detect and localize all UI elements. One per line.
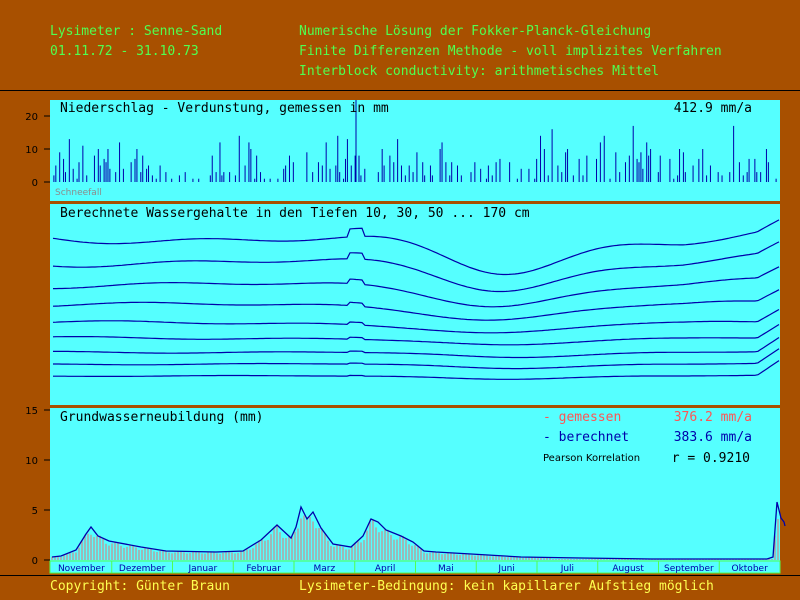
water-line-150cm (53, 348, 780, 370)
month-label: Februar (246, 564, 281, 574)
recharge-computed-line (51, 501, 786, 560)
footer-condition: Lysimeter-Bedingung: kein kapillarer Auf… (299, 579, 714, 594)
water-content-lines (52, 219, 780, 380)
recharge-ytick-label: 15 (25, 406, 38, 417)
recharge-y-axis: 15 10 5 0 (25, 406, 50, 567)
footer-separator (0, 575, 800, 576)
water-line-130cm (53, 337, 780, 359)
legend-measured-value: 376.2 mm/a (674, 410, 752, 425)
header-left-line2: 01.11.72 - 31.10.73 (50, 44, 199, 59)
precip-panel (50, 100, 780, 201)
precip-total: 412.9 mm/a (674, 101, 752, 116)
header-right-line2: Finite Differenzen Methode - voll impliz… (299, 44, 722, 59)
month-label: Oktober (731, 564, 768, 574)
legend-computed-value: 383.6 mm/a (674, 430, 752, 445)
recharge-ytick-label: 5 (32, 506, 38, 517)
month-label: Juni (497, 564, 515, 574)
month-label: April (375, 564, 396, 574)
month-label: Dezember (119, 564, 166, 574)
precip-ytick-label: 0 (32, 178, 38, 189)
legend-measured-label: - gemessen (543, 410, 621, 425)
precip-ytick-label: 20 (25, 112, 38, 123)
correlation-label: Pearson Korrelation (543, 453, 640, 464)
water-line-10cm (52, 219, 780, 276)
header-right-line3: Interblock conductivity: arithmetisches … (299, 64, 660, 79)
precip-y-axis: 20 10 0 (25, 112, 50, 189)
recharge-title: Grundwasserneubildung (mm) (60, 410, 264, 425)
water-line-30cm (52, 241, 780, 293)
precip-ytick-label: 10 (25, 145, 38, 156)
water-line-50cm (53, 266, 780, 308)
recharge-ytick-label: 0 (32, 556, 38, 567)
precip-annotation: Schneefall (55, 188, 102, 198)
water-title: Berechnete Wassergehalte in den Tiefen 1… (60, 206, 530, 221)
header-separator (0, 90, 800, 91)
month-labels: November Dezember Januar Februar Marz April Ma… (58, 561, 768, 574)
precip-title: Niederschlag - Verdunstung, gemessen in … (60, 101, 389, 116)
header-left-line1: Lysimeter : Senne-Sand (50, 24, 223, 39)
footer-copyright: Copyright: Günter Braun (50, 579, 231, 594)
legend-computed-label: - berechnet (543, 430, 629, 445)
month-label: Juli (560, 564, 574, 574)
header-right-line1: Numerische Lösung der Fokker-Planck-Glei… (299, 24, 652, 39)
water-line-70cm (52, 289, 780, 321)
water-line-170cm (53, 360, 780, 380)
water-line-90cm (52, 308, 780, 334)
month-label: September (664, 564, 714, 574)
month-label: November (58, 564, 105, 574)
precip-bars (53, 125, 777, 182)
recharge-ytick-label: 10 (25, 456, 38, 467)
water-line-110cm (52, 323, 780, 346)
month-label: Mai (438, 564, 454, 574)
correlation-value: r = 0.9210 (672, 451, 750, 466)
month-label: Marz (314, 564, 336, 574)
month-label: Januar (187, 564, 217, 574)
month-label: August (612, 564, 644, 574)
